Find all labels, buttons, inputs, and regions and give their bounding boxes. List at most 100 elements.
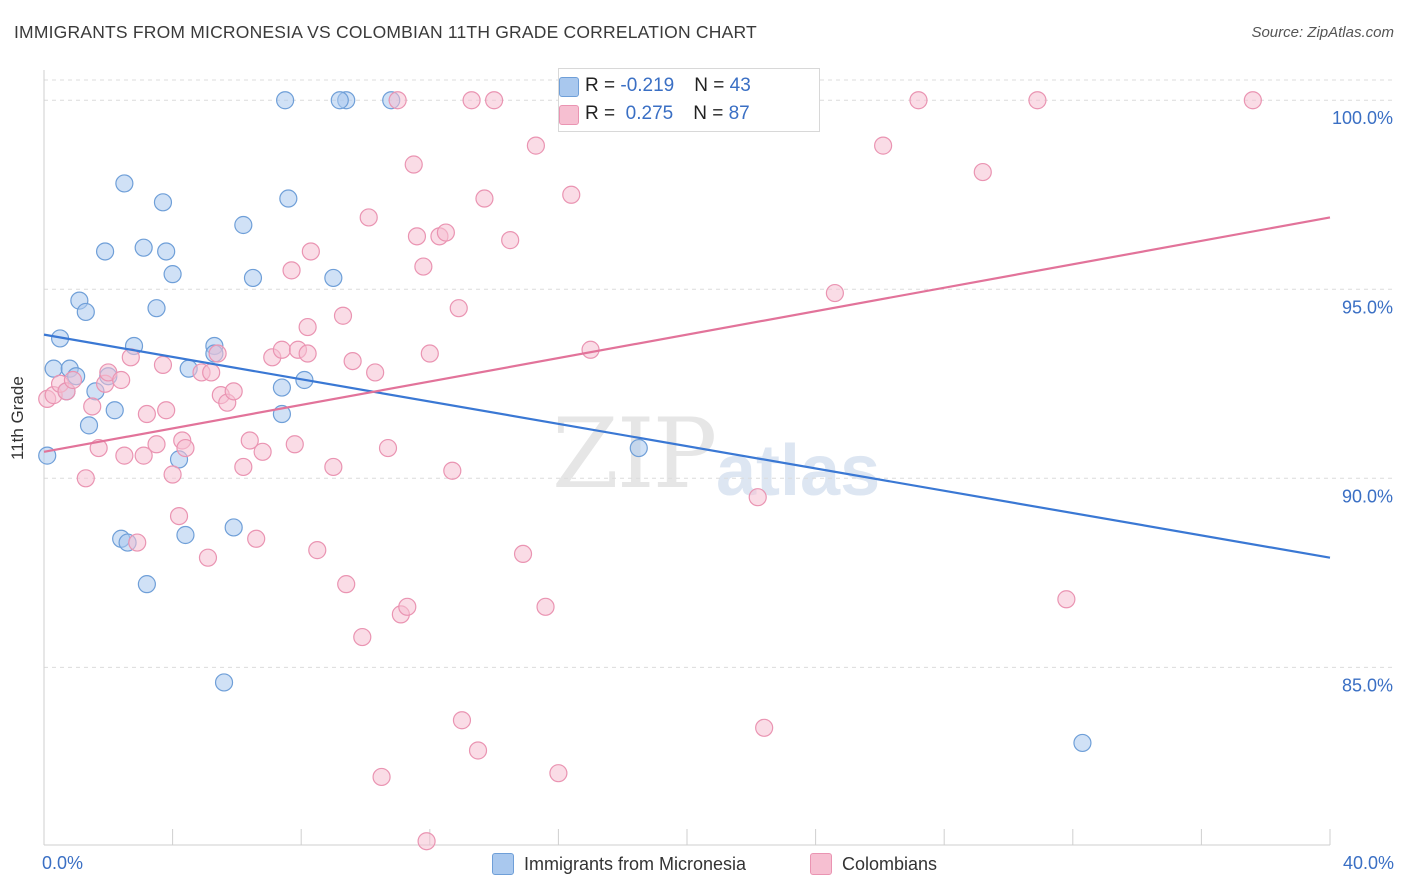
legend-r-value: -0.219	[620, 75, 675, 96]
point-colombians	[134, 446, 153, 465]
point-micronesia	[234, 215, 253, 235]
point-colombians	[153, 355, 173, 374]
y-tick-label: 85.0%	[1342, 675, 1393, 695]
point-colombians	[89, 438, 108, 458]
point-micronesia	[243, 268, 263, 288]
y-tick-label: 100.0%	[1332, 108, 1393, 128]
legend-r-value: 0.275	[620, 103, 674, 124]
y-tick-label: 90.0%	[1342, 486, 1393, 506]
point-micronesia	[76, 302, 95, 322]
point-colombians	[874, 136, 893, 155]
point-colombians	[973, 162, 992, 182]
point-micronesia	[115, 174, 134, 193]
stats-legend: R = -0.219 N = 43 R = 0.275 N = 87	[558, 68, 820, 132]
point-colombians	[333, 306, 353, 325]
point-micronesia	[44, 359, 63, 378]
legend-n-value: 43	[729, 75, 751, 96]
point-colombians	[76, 469, 95, 488]
point-colombians	[420, 344, 439, 363]
point-colombians	[298, 317, 317, 337]
point-colombians	[436, 223, 455, 242]
point-micronesia	[272, 378, 292, 397]
point-colombians	[1028, 91, 1047, 110]
point-colombians	[247, 529, 266, 548]
point-colombians	[536, 597, 555, 616]
legend-n-label: N =	[694, 75, 730, 96]
bottom-legend-label: Immigrants from Micronesia	[524, 853, 747, 874]
point-micronesia	[1073, 733, 1092, 753]
trend-line-micronesia	[43, 333, 1331, 559]
point-micronesia	[79, 416, 99, 435]
legend-r-label: R =	[585, 75, 621, 96]
point-colombians	[272, 340, 292, 359]
point-colombians	[198, 548, 218, 567]
bottom-legend-label: Colombians	[842, 853, 938, 874]
point-micronesia	[157, 242, 176, 261]
point-colombians	[443, 461, 462, 480]
point-colombians	[366, 363, 385, 382]
point-colombians	[378, 438, 398, 458]
point-colombians	[359, 208, 378, 227]
point-colombians	[501, 231, 520, 250]
point-colombians	[301, 242, 320, 261]
bottom-legend-swatch-blue	[492, 853, 514, 875]
point-colombians	[208, 344, 227, 363]
point-micronesia	[163, 265, 182, 284]
point-colombians	[202, 363, 221, 382]
point-micronesia	[276, 91, 295, 110]
point-colombians	[240, 431, 259, 450]
point-micronesia	[153, 193, 173, 212]
point-colombians	[1057, 590, 1076, 609]
point-micronesia	[137, 575, 156, 594]
point-colombians	[513, 544, 533, 564]
point-colombians	[253, 442, 272, 461]
point-colombians	[452, 711, 472, 730]
point-colombians	[748, 488, 767, 507]
point-micronesia	[279, 189, 298, 208]
point-colombians	[485, 91, 504, 110]
point-colombians	[1243, 91, 1262, 110]
point-colombians	[176, 438, 195, 458]
legend-r-label: R =	[585, 103, 621, 124]
trend-line-colombians	[43, 216, 1331, 453]
x-tick-label-min: 0.0%	[42, 853, 83, 873]
point-colombians	[282, 261, 301, 280]
point-colombians	[163, 465, 182, 484]
point-colombians	[137, 404, 156, 424]
point-colombians	[285, 435, 304, 454]
point-colombians	[308, 541, 327, 560]
point-colombians	[825, 283, 844, 303]
legend-n-label: N =	[693, 103, 729, 124]
point-colombians	[343, 351, 362, 371]
point-micronesia	[629, 438, 648, 458]
point-colombians	[468, 741, 488, 760]
point-micronesia	[176, 525, 195, 545]
point-colombians	[417, 832, 436, 851]
point-colombians	[234, 457, 253, 477]
point-colombians	[169, 506, 189, 526]
point-colombians	[581, 340, 600, 359]
legend-n-value: 87	[728, 103, 750, 124]
bottom-legend-swatch-pink	[810, 853, 832, 875]
point-colombians	[398, 597, 417, 616]
point-colombians	[298, 344, 317, 363]
point-colombians	[115, 446, 134, 465]
bottom-legend-micronesia: Immigrants from Micronesia	[492, 852, 746, 876]
point-micronesia	[324, 268, 343, 288]
point-colombians	[128, 533, 147, 552]
point-colombians	[157, 401, 176, 420]
point-colombians	[549, 764, 568, 783]
bottom-legend-colombians: Colombians	[810, 852, 937, 876]
chart-title: IMMIGRANTS FROM MICRONESIA VS COLOMBIAN …	[14, 22, 757, 42]
watermark-atlas: atlas	[716, 431, 881, 511]
point-micronesia	[214, 673, 234, 692]
point-colombians	[449, 299, 468, 318]
point-colombians	[372, 767, 391, 787]
x-tick-label-max: 40.0%	[1343, 853, 1394, 873]
point-colombians	[337, 575, 356, 594]
point-colombians	[909, 91, 928, 110]
point-colombians	[404, 155, 423, 174]
point-colombians	[224, 382, 243, 401]
legend-swatch-pink	[559, 105, 579, 125]
